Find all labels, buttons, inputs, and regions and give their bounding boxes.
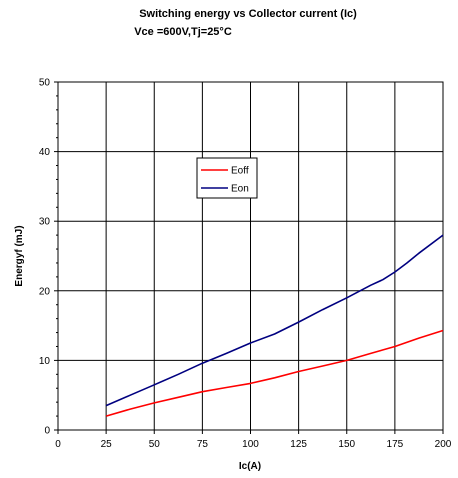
x-tick-label: 75 — [197, 439, 209, 450]
y-tick-label: 50 — [39, 78, 51, 89]
x-tick-label: 175 — [387, 439, 404, 450]
legend-eon-label: Eon — [231, 184, 249, 195]
x-axis-title: Ic(A) — [239, 461, 261, 472]
x-tick-label: 150 — [338, 439, 355, 450]
x-tick-label: 200 — [435, 439, 452, 450]
legend-eoff-label: Eoff — [231, 166, 249, 177]
y-tick-label: 40 — [39, 147, 51, 158]
y-tick-label: 10 — [39, 356, 51, 367]
y-tick-label: 0 — [44, 426, 50, 437]
chart-title: Switching energy vs Collector current (I… — [139, 8, 357, 20]
x-tick-label: 100 — [242, 439, 259, 450]
x-tick-label: 25 — [101, 439, 113, 450]
y-tick-label: 30 — [39, 217, 51, 228]
chart-subtitle: Vce =600V,Tj=25°C — [134, 26, 232, 38]
legend: Eoff Eon — [197, 158, 257, 198]
x-tick-label: 125 — [290, 439, 307, 450]
y-tick-label: 20 — [39, 286, 51, 297]
x-tick-label: 0 — [55, 439, 61, 450]
y-axis-title: Energyf (mJ) — [14, 225, 25, 286]
x-tick-label: 50 — [149, 439, 161, 450]
